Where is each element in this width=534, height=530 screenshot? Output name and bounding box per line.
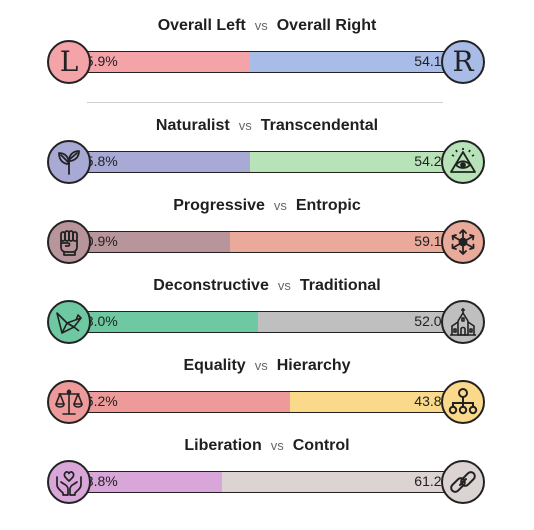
right-segment [222, 472, 462, 492]
right-r-icon: R [441, 40, 485, 84]
right-segment [249, 152, 462, 172]
left-label: Progressive [173, 197, 265, 214]
axis-title-progressive-entropic: Progressive vs Entropic [0, 196, 534, 216]
left-label: Overall Left [157, 17, 246, 34]
entropy-icon [441, 220, 485, 264]
vs-label: vs [273, 198, 287, 213]
right-label: Overall Right [276, 17, 377, 34]
hands-heart-icon [47, 460, 91, 504]
bar-track: 38.8% 61.2% [69, 471, 463, 493]
left-label: Naturalist [155, 117, 230, 134]
axis-title-overall: Overall Left vs Overall Right [0, 16, 534, 36]
scales-icon [47, 380, 91, 424]
right-label: Entropic [295, 197, 361, 214]
vs-label: vs [277, 278, 291, 293]
right-segment [249, 52, 462, 72]
vs-label: vs [270, 438, 284, 453]
left-segment [70, 472, 223, 492]
left-l-icon: L [47, 40, 91, 84]
axis-bar-progressive-entropic: 40.9% 59.1% [47, 220, 485, 264]
left-segment [70, 232, 231, 252]
left-label: Deconstructive [153, 277, 269, 294]
bar-track: 56.2% 43.8% [69, 391, 463, 413]
bar-track: 45.8% 54.2% [69, 151, 463, 173]
l-glyph: L [59, 45, 79, 78]
bar-track: 45.9% 54.1% [69, 51, 463, 73]
right-segment [258, 312, 462, 332]
right-label: Control [292, 437, 350, 454]
right-segment [230, 232, 462, 252]
axis-title-naturalist-transcendental: Naturalist vs Transcendental [0, 116, 534, 136]
axis-bar-deconstructive-traditional: 48.0% 52.0% [47, 300, 485, 344]
right-label: Traditional [299, 277, 381, 294]
hierarchy-icon [441, 380, 485, 424]
bar-track: 48.0% 52.0% [69, 311, 463, 333]
eye-pyramid-icon [441, 140, 485, 184]
sprout-icon [47, 140, 91, 184]
left-label: Liberation [184, 437, 262, 454]
axis-bar-naturalist-transcendental: 45.8% 54.2% [47, 140, 485, 184]
right-segment [290, 392, 462, 412]
right-label: Hierarchy [276, 357, 351, 374]
church-icon [441, 300, 485, 344]
axis-bar-overall: 45.9% 54.1% L R [47, 40, 485, 84]
axis-title-deconstructive-traditional: Deconstructive vs Traditional [0, 276, 534, 296]
axis-bar-liberation-control: 38.8% 61.2% [47, 460, 485, 504]
chain-icon [441, 460, 485, 504]
right-label: Transcendental [260, 117, 379, 134]
vs-label: vs [254, 18, 268, 33]
fist-icon [47, 220, 91, 264]
axis-title-liberation-control: Liberation vs Control [0, 436, 534, 456]
bar-track: 40.9% 59.1% [69, 231, 463, 253]
left-label: Equality [183, 357, 246, 374]
left-segment [70, 392, 291, 412]
left-segment [70, 52, 250, 72]
axis-title-equality-hierarchy: Equality vs Hierarchy [0, 356, 534, 376]
left-segment [70, 152, 250, 172]
vs-label: vs [254, 358, 268, 373]
vs-label: vs [238, 118, 252, 133]
r-glyph: R [452, 45, 474, 78]
left-segment [70, 312, 259, 332]
section-divider [87, 102, 443, 103]
axis-bar-equality-hierarchy: 56.2% 43.8% [47, 380, 485, 424]
origami-bird-icon [47, 300, 91, 344]
